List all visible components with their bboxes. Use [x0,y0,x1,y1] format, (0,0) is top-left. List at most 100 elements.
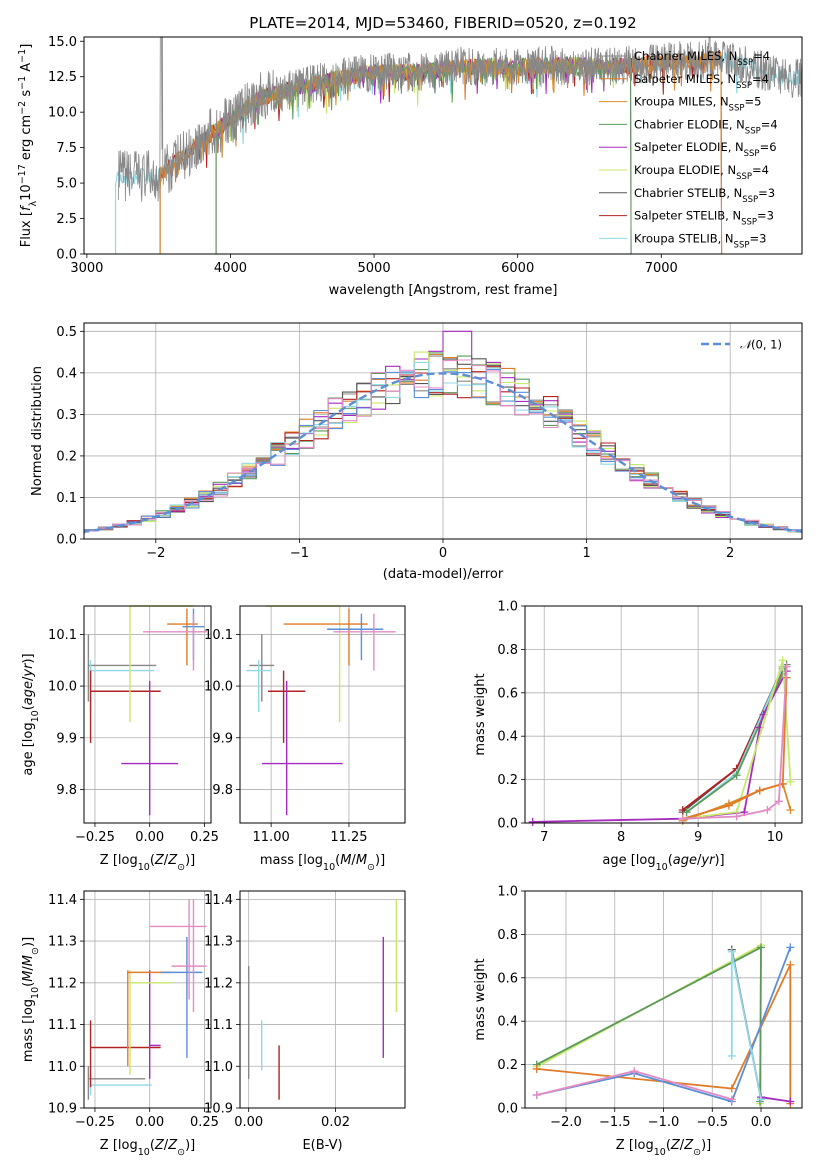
legend-entry: Kroupa ELODIE, NSSP=4 [634,163,769,182]
weight_vs_Z-ylabel: mass weight [473,958,488,1040]
weight_vs_age-ylabel: mass weight [473,673,488,755]
weight-line [536,947,792,1103]
weight-marker [528,817,537,826]
weight_vs_age-ytick-label: 0.2 [497,773,518,788]
weight-marker [724,801,733,810]
weight_vs_Z-ytick-label: 0.6 [497,971,518,986]
spectrum-ytick-label: 0.0 [56,248,77,263]
mass_vs_Z-ytick-label: 11.4 [48,893,77,908]
spectrum-xtick-label: 5000 [358,261,391,276]
spectrum-ytick-label: 5.0 [56,177,77,192]
mass_vs_Z-ytick-label: 10.9 [48,1102,77,1117]
residuals-xtick-label: 2 [726,546,734,561]
weight_vs_age-frame [524,605,803,824]
residuals-ytick-label: 0.4 [56,366,77,381]
mass_vs_Z-frame [83,890,212,1109]
age_vs_mass-ytick-label: 9.8 [212,783,233,798]
weight_vs_Z-ytick-label: 0.2 [497,1058,518,1073]
age_vs_mass-axes: 11.00 11.25 9.8 9.9 10.0 10.1 [204,606,405,845]
weight-line [682,666,784,813]
weight-marker [757,1095,766,1104]
spectrum-ytick-label: 2.5 [56,212,77,227]
residuals-xlabel: (data-model)/error [383,567,504,582]
legend-entry: Chabrier ELODIE, NSSP=4 [634,117,778,136]
age_vs_Z-ytick-label: 9.9 [56,731,77,746]
weight-marker [778,656,787,665]
mass_vs_EBV-axes: 0.00 0.02 10.9 11.0 11.1 11.2 11.3 11.4 [204,891,405,1130]
weight-line [686,666,784,813]
age_vs_Z-xlabel: Z [log10(Z/Z⊙)] [100,853,195,873]
weight-marker [727,1051,736,1060]
residuals-ytick-label: 0.3 [56,408,77,423]
legend-entry: Chabrier STELIB, NSSP=3 [634,186,775,205]
residuals-ytick-label: 0.1 [56,491,77,506]
weight-marker [786,777,795,786]
spectrum-ytick-label: 10.0 [48,106,77,121]
mass_vs_EBV-ytick-label: 11.0 [204,1060,233,1075]
weight-line [682,660,792,820]
weight-marker [532,1090,541,1099]
spectrum-data-line [118,37,802,202]
weight-line [760,1096,791,1103]
weight-marker [630,1067,639,1076]
weight_vs_Z-plot [532,941,795,1108]
residuals-axes: −2 −1 0 1 2 0.0 0.1 0.2 0.3 0.4 0.5 [56,323,802,561]
weight-marker [786,1097,795,1106]
mass_vs_Z-xtick-label: 0.25 [190,1115,219,1130]
weight-marker [782,662,791,671]
age_vs_mass-frame [239,605,406,824]
residuals-ytick-label: 0.0 [56,533,77,548]
weight-marker [682,808,691,817]
legend-entry: 𝒩(0, 1) [740,338,782,352]
age_vs_Z-plot [87,605,207,816]
age_vs_Z-ytick-label: 10.1 [48,628,77,643]
weight_vs_age-ytick-label: 0.8 [497,643,518,658]
weight_vs_Z-ytick-label: 0.4 [497,1015,518,1030]
age_vs_mass-xtick-label: 11.25 [330,830,367,845]
residuals-plot [84,330,802,535]
mass_vs_Z-ytick-label: 11.2 [48,976,77,991]
residuals-xtick-label: 1 [582,546,590,561]
weight_vs_age-ytick-label: 0.6 [497,686,518,701]
spectrum-xlabel: wavelength [Angstrom, rest frame] [329,283,558,298]
age_vs_Z-ytick-label: 9.8 [56,783,77,798]
mass_vs_EBV-xlabel: E(B-V) [302,1138,342,1153]
spectrum-frame [83,36,803,255]
weight-marker [755,786,764,795]
weight_vs_Z-xtick-label: −1.0 [648,1115,680,1130]
spectrum-ytick-label: 12.5 [48,70,77,85]
mass_vs_Z-xtick-label: 0.00 [135,1115,164,1130]
mass_vs_Z-xtick-label: −0.25 [75,1115,115,1130]
weight_vs_Z-xtick-label: −0.5 [696,1115,728,1130]
age_vs_Z-xtick-label: 0.00 [135,830,164,845]
residuals-ylabel: Normed distribution [30,366,45,496]
legend-entry: Salpeter MILES, NSSP=4 [634,72,769,91]
weight_vs_Z-xlabel: Z [log10(Z/Z⊙)] [616,1138,711,1158]
mass_vs_Z-xlabel: Z [log10(Z/Z⊙)] [100,1138,195,1158]
residuals-xtick-label: −2 [146,546,165,561]
spectrum-legend: Chabrier MILES, NSSP=4 Salpeter MILES, NS… [599,49,778,250]
spectrum-xtick-label: 7000 [645,261,678,276]
legend-entry: Kroupa STELIB, NSSP=3 [634,231,766,250]
weight_vs_Z-ytick-label: 0.0 [497,1102,518,1117]
spectrum-xtick-label: 3000 [70,261,103,276]
residuals-ytick-label: 0.5 [56,325,77,340]
residuals-xtick-label: 0 [439,546,447,561]
weight_vs_age-ytick-label: 0.4 [497,730,518,745]
weight-marker [786,960,795,969]
weight-marker [786,805,795,814]
age_vs_Z-axes: −0.25 0.00 0.25 9.8 9.9 10.0 10.1 [48,606,219,845]
weight-marker [532,1064,541,1073]
age_vs_mass-ytick-label: 9.9 [212,731,233,746]
mass_vs_Z-ytick-label: 11.0 [48,1060,77,1075]
mass_vs_EBV-ytick-label: 10.9 [204,1102,233,1117]
spectrum-xtick-label: 4000 [214,261,247,276]
weight-marker [678,814,687,823]
weight_vs_Z-frame [524,890,803,1109]
weight-line [686,664,788,813]
weight-marker [763,805,772,814]
mass_vs_Z-ytick-label: 11.3 [48,935,77,950]
residuals-xtick-label: −1 [290,546,309,561]
spectrum-plot [115,37,802,254]
